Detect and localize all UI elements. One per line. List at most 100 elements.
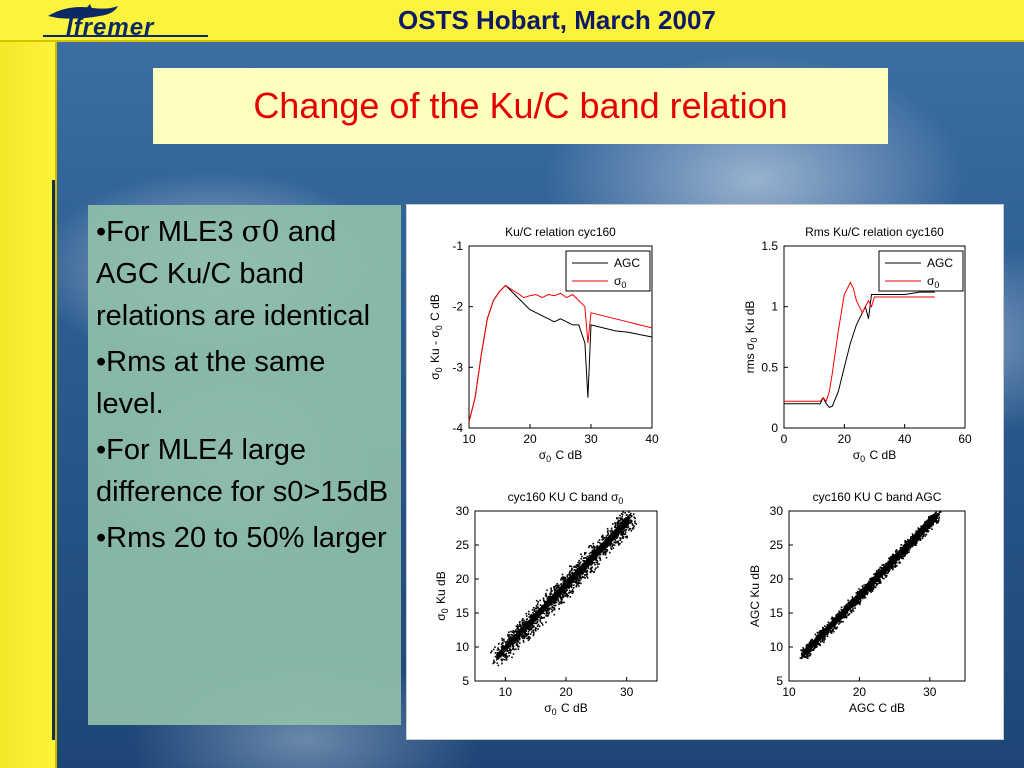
scatter-point <box>937 521 939 524</box>
scatter-point <box>507 638 510 640</box>
scatter-point <box>564 595 567 597</box>
scatter-point <box>873 586 875 589</box>
scatter-point <box>817 633 820 635</box>
scatter-point <box>855 603 857 606</box>
scatter-point <box>896 550 898 552</box>
scatter-point <box>559 597 562 600</box>
scatter-point <box>555 590 557 592</box>
scatter-point <box>576 565 578 568</box>
scatter-point <box>888 570 890 573</box>
scatter-point <box>851 609 854 611</box>
scatter-point <box>576 582 579 585</box>
scatter-point <box>891 555 893 558</box>
scatter-point <box>546 614 548 616</box>
scatter-point <box>909 547 911 550</box>
x-tick-label: 20 <box>559 685 573 699</box>
y-tick-label: 15 <box>770 606 784 620</box>
scatter-point <box>924 520 927 523</box>
scatter-point <box>564 576 567 579</box>
scatter-point <box>535 607 538 610</box>
scatter-point <box>493 661 495 664</box>
scatter-point <box>802 647 804 649</box>
x-tick-label: 60 <box>958 432 972 446</box>
x-tick-label: 0 <box>781 432 788 446</box>
x-tick-label: 30 <box>584 432 598 446</box>
scatter-point <box>585 557 588 559</box>
scatter-point <box>819 631 822 633</box>
scatter-point <box>614 526 616 528</box>
scatter-point <box>553 613 556 616</box>
scatter-point <box>924 535 927 537</box>
scatter-point <box>815 646 817 648</box>
scatter-point <box>849 600 852 602</box>
scatter-point <box>562 596 565 599</box>
scatter-point <box>509 637 511 640</box>
scatter-point <box>619 537 622 540</box>
scatter-point <box>555 584 558 587</box>
scatter-point <box>539 599 541 602</box>
scatter-point <box>599 557 602 560</box>
ifremer-logo-icon <box>43 4 208 37</box>
scatter-point <box>881 564 884 566</box>
scatter-point <box>542 612 544 614</box>
scatter-point <box>807 654 809 657</box>
scatter-point <box>596 545 599 547</box>
x-tick-label: 30 <box>620 685 634 699</box>
scatter-point <box>532 633 535 635</box>
scatter-point <box>584 553 586 556</box>
scatter-point <box>632 513 635 515</box>
scatter-point <box>843 615 845 618</box>
scatter-point <box>532 611 534 614</box>
y-tick-label: 25 <box>456 538 470 552</box>
y-axis-label: σ0 Ku - σ0 C dB <box>428 294 444 380</box>
scatter-point <box>814 633 817 636</box>
scatter-point <box>568 585 571 588</box>
scatter-point <box>526 637 528 640</box>
scatter-point <box>516 624 519 626</box>
scatter-point <box>929 527 931 529</box>
scatter-point <box>515 644 518 646</box>
scatter-point <box>830 617 833 620</box>
scatter-point <box>619 542 621 545</box>
scatter-point <box>605 552 607 554</box>
scatter-point <box>629 522 631 524</box>
scatter-point <box>570 584 572 587</box>
scatter-point <box>526 635 528 637</box>
x-tick-label: 40 <box>645 432 659 446</box>
scatter-point <box>501 644 504 647</box>
y-axis-label: rms σ0 Ku dB <box>743 301 759 374</box>
scatter-point <box>543 602 546 604</box>
scatter-point <box>548 608 550 611</box>
scatter-point <box>516 641 518 643</box>
scatter-point <box>831 630 833 632</box>
scatter-point <box>577 564 580 567</box>
scatter-point <box>561 597 563 599</box>
scatter-point <box>561 599 563 601</box>
scatter-point <box>595 557 598 559</box>
scatter-point <box>592 542 594 545</box>
scatter-point <box>535 622 537 625</box>
scatter-point <box>557 600 560 602</box>
scatter-point <box>620 518 622 521</box>
scatter-point <box>598 563 600 565</box>
scatter-point <box>801 655 804 658</box>
scatter-point <box>584 569 587 571</box>
scatter-point <box>517 648 520 650</box>
scatter-point <box>858 588 860 590</box>
y-tick-label: 5 <box>462 674 469 688</box>
scatter-point <box>868 580 870 583</box>
scatter-point <box>930 515 932 517</box>
scatter-point <box>580 573 583 575</box>
scatter-point <box>492 662 494 665</box>
scatter-point <box>814 646 816 648</box>
scatter-point <box>921 535 924 538</box>
scatter-point <box>566 596 569 598</box>
scatter-point <box>852 610 855 612</box>
scatter-point <box>839 619 842 622</box>
scatter-point <box>890 567 892 569</box>
scatter-point <box>613 541 615 543</box>
scatter-point <box>551 603 553 606</box>
scatter-point <box>596 561 599 564</box>
scatter-point <box>904 540 906 542</box>
scatter-point <box>584 571 587 573</box>
